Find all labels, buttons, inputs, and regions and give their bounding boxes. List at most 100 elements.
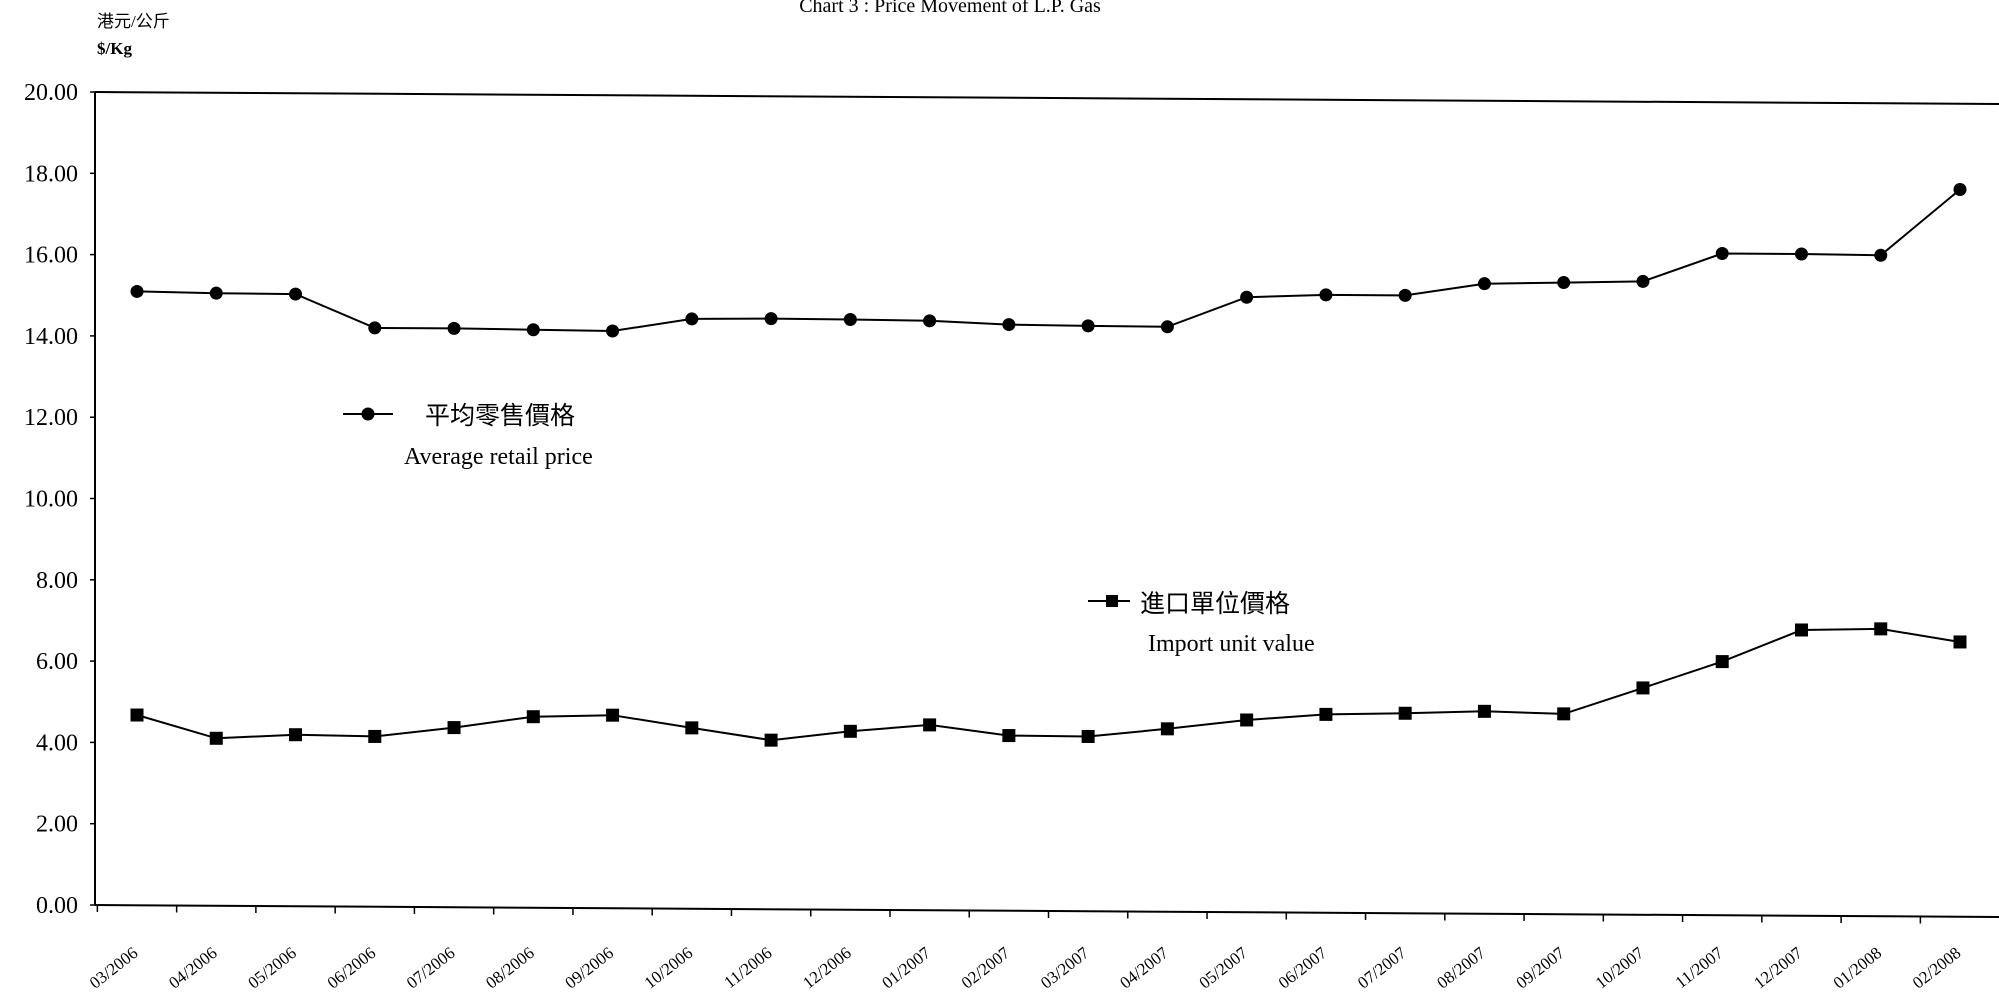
data-point (1557, 707, 1571, 721)
x-tick-label: 07/2006 (403, 943, 459, 992)
data-point (209, 731, 223, 745)
data-point (1636, 681, 1650, 695)
data-point (606, 324, 620, 338)
data-point (843, 724, 857, 738)
y-unit-label-chinese: 港元/公斤 (97, 12, 170, 31)
series-line (136, 188, 1961, 333)
x-tick-label: 06/2006 (324, 943, 380, 992)
series-layer (130, 183, 1967, 747)
data-point (526, 323, 540, 337)
data-point (606, 708, 620, 722)
data-point (1319, 288, 1333, 302)
data-point (1715, 246, 1729, 260)
x-tick-label: 06/2007 (1275, 943, 1331, 993)
data-point (1319, 707, 1333, 721)
data-point (368, 729, 382, 743)
data-point (130, 708, 144, 722)
y-tick-label: 10.00 (24, 487, 78, 513)
data-point (1636, 274, 1650, 288)
data-point (685, 312, 699, 326)
data-point (1160, 320, 1174, 334)
data-point (923, 314, 937, 328)
x-axis-line (94, 904, 1999, 918)
y-tick-label: 18.00 (24, 161, 78, 187)
data-point (526, 710, 540, 724)
data-point (923, 718, 937, 732)
data-point (1398, 288, 1412, 302)
x-tick-label: 05/2006 (244, 943, 300, 992)
legend-import-marker (1106, 595, 1118, 607)
data-point (1874, 248, 1888, 262)
data-point (289, 728, 303, 742)
data-point (1874, 622, 1888, 636)
data-point (1398, 706, 1412, 720)
x-tick-label: 01/2008 (1830, 943, 1886, 992)
legend-import-english: Import unit value (1148, 631, 1315, 657)
series-import (130, 622, 1967, 747)
data-point (1715, 655, 1729, 669)
data-point (764, 733, 778, 747)
legend-retail-english: Average retail price (404, 444, 593, 470)
y-tick-label: 6.00 (36, 649, 78, 675)
x-tick-label: 10/2006 (641, 943, 697, 992)
data-point (685, 721, 699, 735)
legend-retail: 平均零售價格 Average retail price (343, 402, 593, 470)
plot-top-border (94, 91, 1999, 105)
data-point (447, 721, 461, 735)
x-tick-label: 11/2006 (720, 943, 775, 992)
data-point (209, 286, 223, 300)
x-tick-label: 05/2007 (1195, 943, 1251, 993)
data-point (764, 312, 778, 326)
y-tick-label: 16.00 (24, 243, 78, 269)
series-retail (130, 183, 1967, 338)
data-point (1557, 276, 1571, 290)
data-point (1477, 704, 1491, 718)
data-point (1794, 247, 1808, 261)
data-point (1002, 729, 1016, 743)
x-tick-label: 03/2006 (86, 943, 142, 992)
legend-retail-marker (361, 407, 375, 421)
axes (90, 91, 1999, 924)
data-point (1081, 319, 1095, 333)
y-tick-labels: 0.00 2.00 4.00 6.00 8.00 10.00 12.00 14.00 16.00… (24, 80, 78, 919)
x-tick-labels: 03/2006 04/2006 05/2006 06/2006 07/2006 08/20… (86, 943, 1965, 993)
x-tick-label: 11/2007 (1672, 943, 1728, 992)
data-point (1794, 623, 1808, 637)
data-point (289, 287, 303, 301)
data-point (1240, 290, 1254, 304)
data-point (447, 321, 461, 335)
y-tick-label: 20.00 (24, 80, 78, 106)
y-tick-label: 4.00 (36, 730, 78, 756)
x-tick-label: 04/2007 (1116, 943, 1172, 993)
x-tick-label: 02/2008 (1909, 943, 1965, 992)
x-tick-label: 12/2007 (1750, 943, 1806, 993)
x-tick-label: 02/2007 (958, 943, 1014, 993)
data-point (1953, 183, 1967, 197)
x-tick-label: 03/2007 (1037, 943, 1093, 993)
x-tick-label: 10/2007 (1592, 943, 1648, 993)
x-tick-label: 04/2006 (165, 943, 221, 992)
legend-import: 進口單位價格 Import unit value (1088, 590, 1315, 657)
y-tick-label: 8.00 (36, 568, 78, 594)
data-point (843, 313, 857, 327)
x-tick-label: 09/2006 (561, 943, 617, 992)
data-point (1953, 635, 1967, 649)
series-line (136, 627, 1961, 742)
chart-title: Chart 3 : Price Movement of L.P. Gas (799, 0, 1101, 17)
data-point (1081, 729, 1095, 743)
x-tick-label: 08/2006 (482, 943, 538, 992)
y-tick-label: 0.00 (36, 893, 78, 919)
data-point (1002, 318, 1016, 332)
data-point (130, 284, 144, 298)
y-tick-label: 12.00 (24, 405, 78, 431)
x-tick-label: 09/2007 (1513, 943, 1569, 993)
data-point (1240, 713, 1254, 727)
x-tick-label: 07/2007 (1354, 943, 1410, 993)
y-tick-label: 2.00 (36, 812, 78, 838)
x-tick-label: 12/2006 (799, 943, 855, 992)
data-point (368, 321, 382, 335)
data-point (1160, 722, 1174, 736)
data-point (1477, 277, 1491, 291)
legend-retail-chinese: 平均零售價格 (425, 402, 575, 430)
